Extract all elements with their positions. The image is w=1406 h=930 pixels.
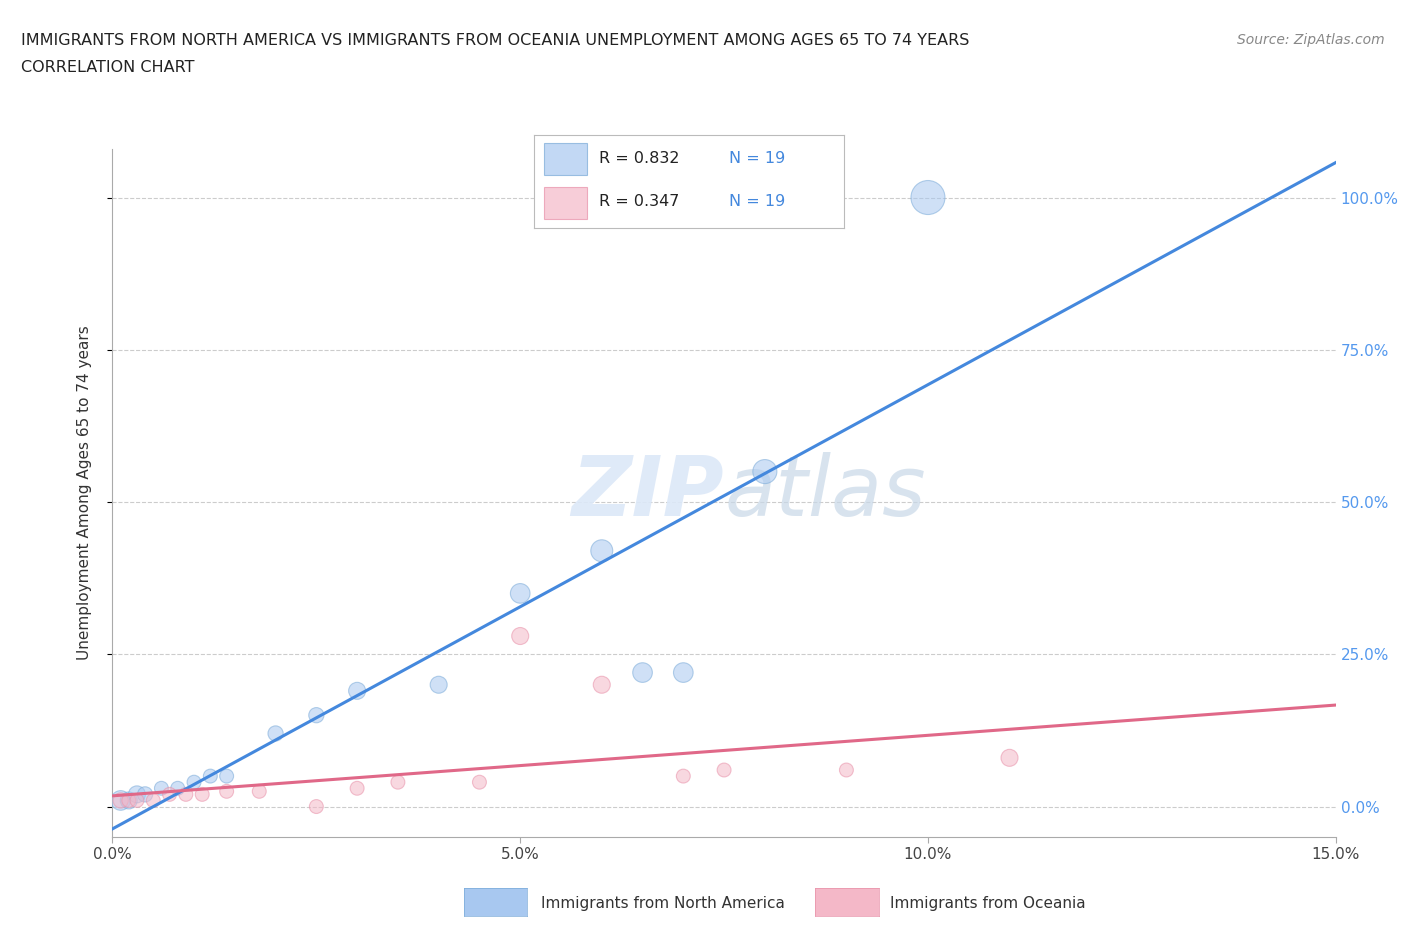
Text: Immigrants from Oceania: Immigrants from Oceania: [890, 897, 1085, 911]
Point: [215, 784, 238, 799]
Point: [191, 787, 214, 802]
Point: [509, 586, 531, 601]
Text: N = 19: N = 19: [730, 151, 786, 166]
Point: [468, 775, 491, 790]
Point: [200, 769, 222, 784]
Point: [427, 677, 450, 692]
Text: N = 19: N = 19: [730, 193, 786, 209]
Point: [118, 793, 141, 808]
Point: [672, 769, 695, 784]
Point: [264, 726, 287, 741]
Point: [183, 775, 205, 790]
Y-axis label: Unemployment Among Ages 65 to 74 years: Unemployment Among Ages 65 to 74 years: [77, 326, 91, 660]
Point: [305, 708, 328, 723]
Point: [998, 751, 1021, 765]
Bar: [544, 187, 586, 219]
Point: [142, 793, 165, 808]
Point: [346, 684, 368, 698]
Point: [215, 769, 238, 784]
Point: [917, 190, 939, 205]
Point: [125, 787, 148, 802]
Bar: [544, 143, 586, 175]
Point: [247, 784, 270, 799]
Point: [713, 763, 735, 777]
Point: [509, 629, 531, 644]
Point: [134, 787, 156, 802]
Point: [166, 781, 188, 796]
Text: CORRELATION CHART: CORRELATION CHART: [21, 60, 194, 75]
Point: [631, 665, 654, 680]
Point: [672, 665, 695, 680]
Text: R = 0.347: R = 0.347: [599, 193, 679, 209]
Point: [174, 787, 197, 802]
Text: R = 0.832: R = 0.832: [599, 151, 679, 166]
Point: [835, 763, 858, 777]
Text: Source: ZipAtlas.com: Source: ZipAtlas.com: [1237, 33, 1385, 46]
Point: [305, 799, 328, 814]
Point: [110, 793, 132, 808]
Point: [591, 543, 613, 558]
Text: atlas: atlas: [724, 452, 925, 534]
Point: [159, 787, 181, 802]
Text: IMMIGRANTS FROM NORTH AMERICA VS IMMIGRANTS FROM OCEANIA UNEMPLOYMENT AMONG AGES: IMMIGRANTS FROM NORTH AMERICA VS IMMIGRA…: [21, 33, 970, 47]
Point: [387, 775, 409, 790]
Point: [110, 793, 132, 808]
Point: [346, 781, 368, 796]
Text: Immigrants from North America: Immigrants from North America: [541, 897, 785, 911]
Point: [754, 464, 776, 479]
Point: [591, 677, 613, 692]
Point: [125, 793, 148, 808]
Text: ZIP: ZIP: [571, 452, 724, 534]
Point: [118, 793, 141, 808]
Point: [150, 781, 173, 796]
